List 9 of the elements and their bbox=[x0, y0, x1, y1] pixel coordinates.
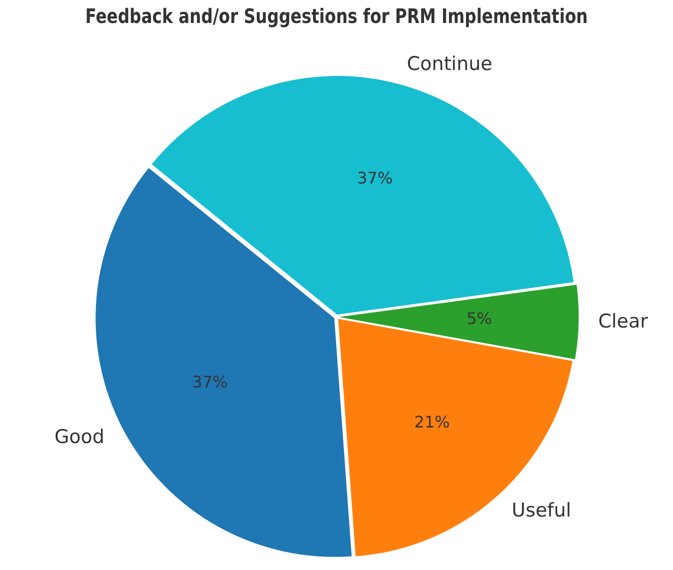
chart-title: Feedback and/or Suggestions for PRM Implementation bbox=[85, 6, 588, 29]
data-label: 5% bbox=[466, 309, 492, 328]
slice-label: Continue bbox=[406, 52, 492, 75]
data-label: 37% bbox=[357, 168, 393, 188]
slice-label: Good bbox=[54, 426, 104, 448]
data-label: 21% bbox=[414, 412, 450, 432]
slice-label: Clear bbox=[598, 310, 648, 332]
data-label: 37% bbox=[192, 372, 228, 392]
slice-label: Useful bbox=[512, 499, 572, 522]
